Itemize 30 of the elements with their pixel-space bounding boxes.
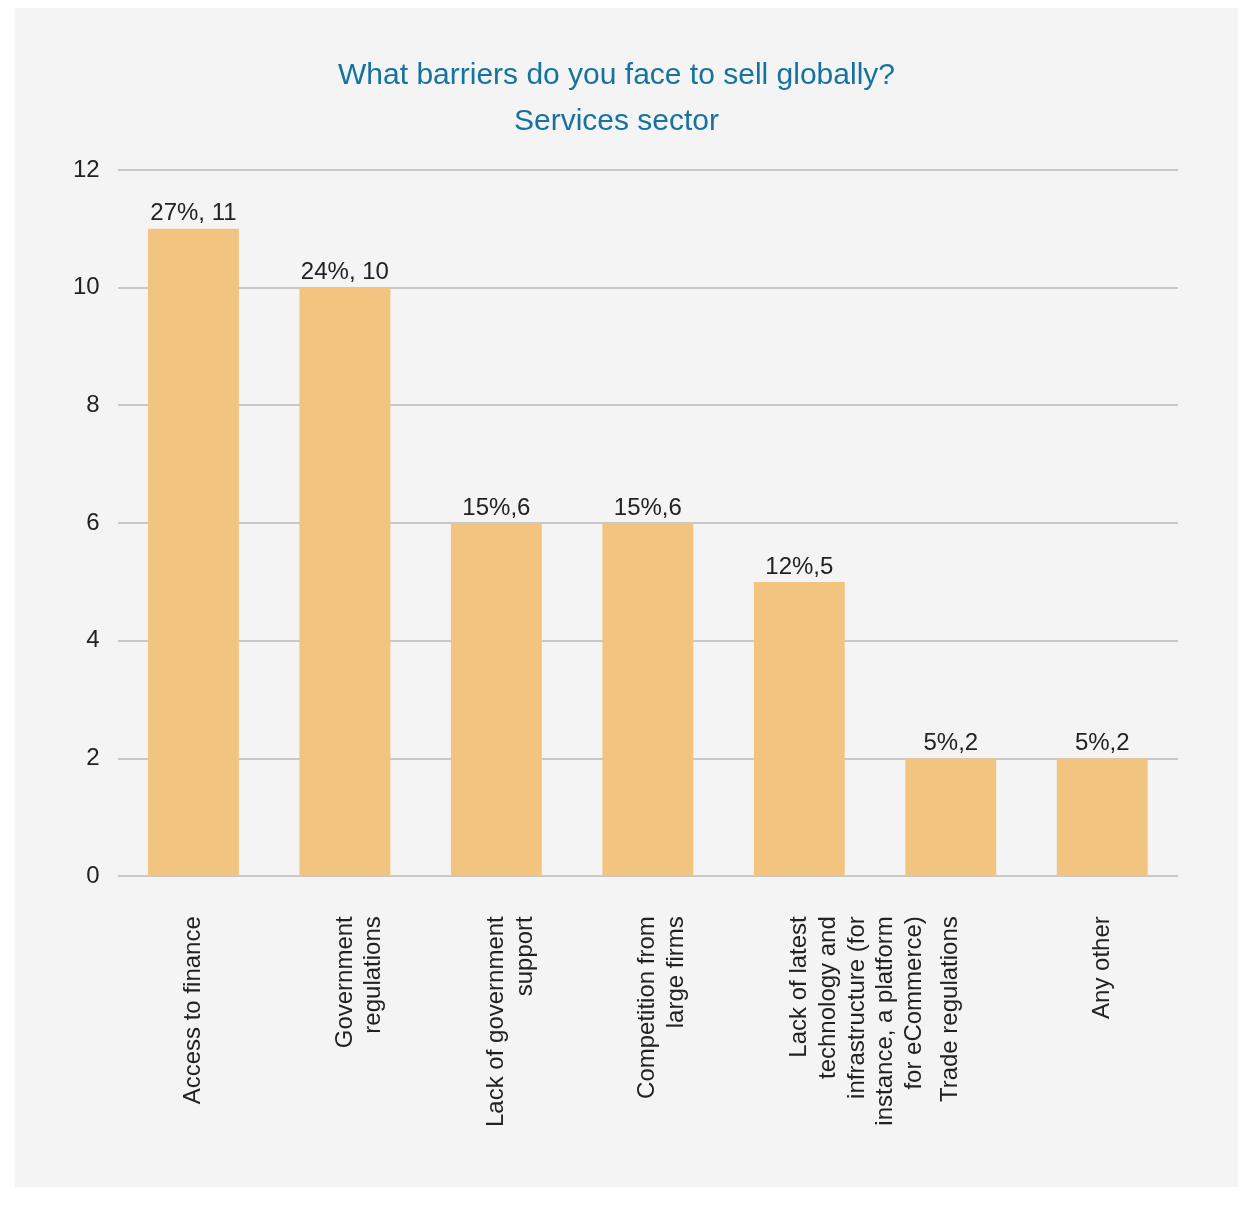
bar [753,581,845,876]
x-tick-label: Any other [1086,916,1114,1019]
y-tick-label: 2 [86,743,100,771]
x-tick-label: Government regulations [329,915,386,1049]
chart-subtitle: Services sector [513,103,720,137]
bar [450,523,542,876]
data-label: 15%,6 [462,492,531,520]
y-tick-label: 0 [86,860,100,888]
data-label: 5%,2 [923,728,979,756]
x-tick-label: Trade regulations [935,916,963,1103]
data-label: 15%,6 [613,492,682,520]
x-tick-label: Competition from large firms [632,916,689,1099]
bar [602,523,694,876]
data-label: 12%,5 [765,551,834,579]
data-label: 24%, 10 [300,257,389,285]
data-label: 27%, 11 [150,198,237,226]
chart-title: What barriers do you face to sell globally? [338,57,895,91]
y-tick-label: 10 [72,272,100,300]
bar [299,287,391,876]
bar [905,758,997,876]
data-label: 5%,2 [1074,728,1130,756]
bar [1056,758,1148,876]
x-tick-label: Access to finance [178,916,206,1105]
bar [147,228,239,876]
x-tick-label: Lack of government support [481,915,537,1128]
y-tick-label: 12 [72,154,100,182]
x-tick-label: Lack of latest technology and infrastructure (for instance, a platform for eCommerce) [783,915,927,1126]
y-tick-label: 8 [86,390,100,418]
y-tick-label: 6 [86,507,100,535]
y-tick-label: 4 [86,625,100,653]
